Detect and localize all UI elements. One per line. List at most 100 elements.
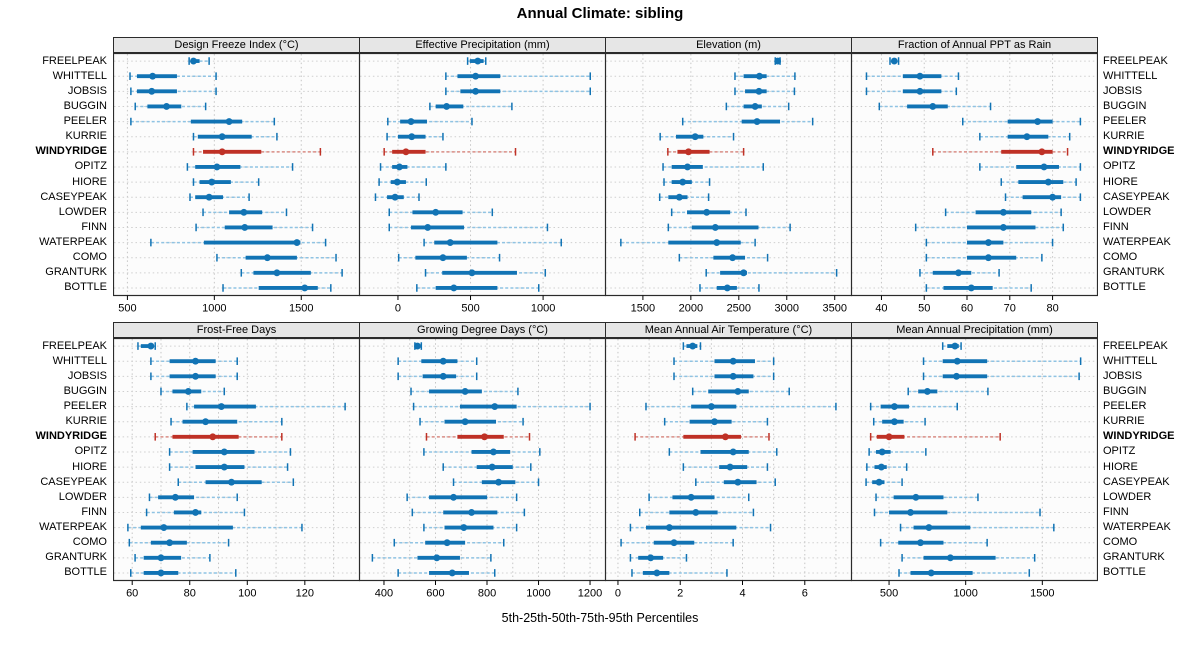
- percentile-row-buggin: [114, 102, 359, 111]
- percentile-row-jobsis: [606, 87, 851, 96]
- median-dot: [711, 224, 719, 231]
- median-dot: [147, 342, 155, 350]
- site-label-right-como: COMO: [1103, 536, 1138, 549]
- percentile-row-caseypeak: [360, 478, 605, 486]
- percentile-row-opitz: [114, 163, 359, 171]
- median-dot: [907, 509, 914, 516]
- median-dot: [450, 284, 458, 292]
- gridlines: [880, 54, 1054, 295]
- median-dot: [999, 208, 1007, 216]
- x-tick-label: 40: [875, 303, 887, 315]
- site-label-right-finn: FINN: [1103, 220, 1129, 233]
- percentile-row-peeler: [360, 117, 605, 126]
- percentile-row-finn: [606, 223, 851, 232]
- percentile-row-hiore: [114, 463, 359, 471]
- median-dot: [951, 342, 959, 350]
- percentile-row-windyridge: [852, 433, 1097, 441]
- percentile-row-hiore: [606, 463, 851, 471]
- site-label-left-freelpeak: FREELPEAK: [42, 54, 107, 67]
- median-dot: [414, 342, 421, 350]
- percentile-row-bottle: [606, 569, 851, 577]
- panel-plot-svg: 60 80 100 120: [113, 338, 360, 600]
- median-dot: [461, 418, 469, 426]
- gridlines: [126, 54, 302, 295]
- x-tick-label: 80: [1046, 303, 1058, 315]
- percentile-row-lowder: [360, 493, 605, 502]
- percentile-row-buggin: [114, 387, 359, 396]
- median-dot: [192, 357, 199, 365]
- site-label-left-granturk: GRANTURK: [45, 551, 107, 564]
- panel-growing-degree-days-c: 400 600 800 1000 1200: [359, 338, 606, 602]
- median-dot: [1044, 178, 1052, 186]
- median-dot: [1040, 163, 1048, 171]
- site-label-left-whittell: WHITTELL: [52, 69, 107, 82]
- median-dot: [220, 448, 228, 456]
- panel-elevation-m: 1500 2000 2500 3000 3500: [605, 53, 852, 317]
- x-tick-label: 1000: [202, 303, 226, 315]
- median-dot: [293, 239, 301, 246]
- site-label-right-buggin: BUGGIN: [1103, 384, 1147, 397]
- median-dot: [729, 448, 737, 456]
- site-label-left-freelpeak: FREELPEAK: [42, 339, 107, 352]
- median-dot: [446, 239, 454, 246]
- median-dot: [171, 493, 179, 501]
- site-label-left-jobsis: JOBSIS: [67, 369, 107, 382]
- median-dot: [157, 569, 165, 577]
- median-dot: [217, 403, 225, 410]
- percentile-row-bottle: [114, 569, 359, 577]
- panel-border: [851, 338, 1098, 582]
- x-tick-label: 500: [880, 588, 898, 600]
- x-tick-label: 2: [677, 588, 683, 600]
- median-dot: [148, 87, 156, 95]
- x-tick-label: 1200: [578, 588, 602, 600]
- x-tick-label: 500: [461, 303, 479, 315]
- median-dot: [228, 478, 235, 486]
- percentile-row-hiore: [360, 178, 605, 186]
- percentile-row-bottle: [360, 569, 605, 577]
- x-tick-label: 60: [126, 588, 138, 600]
- panel-fraction-of-annual-ppt-as-rain: 40 50 60 70 80: [851, 53, 1098, 317]
- median-dot: [393, 178, 401, 186]
- panel-background: [851, 53, 1098, 296]
- median-dot: [740, 269, 748, 277]
- median-dot: [205, 193, 213, 201]
- percentile-row-buggin: [852, 387, 1097, 396]
- median-dot: [753, 118, 761, 125]
- percentile-row-waterpeak: [360, 523, 605, 532]
- percentile-row-freelpeak: [114, 342, 359, 350]
- site-label-left-hiore: HIORE: [72, 460, 107, 473]
- median-dot: [689, 342, 697, 350]
- site-label-right-whittell: WHITTELL: [1103, 69, 1158, 82]
- median-dot: [439, 254, 447, 262]
- panel-background: [113, 53, 360, 296]
- site-label-left-bottle: BOTTLE: [64, 281, 107, 294]
- percentile-row-granturk: [360, 554, 605, 562]
- x-axis: 60 80 100 120: [126, 580, 314, 600]
- percentile-row-lowder: [360, 208, 605, 217]
- percentile-row-windyridge: [360, 148, 605, 156]
- panel-background: [851, 338, 1098, 581]
- median-dot: [263, 254, 271, 262]
- percentile-row-granturk: [852, 554, 1097, 562]
- median-dot: [755, 87, 763, 95]
- median-dot: [751, 103, 759, 110]
- median-dot: [912, 493, 920, 501]
- site-label-left-como: COMO: [72, 536, 107, 549]
- median-dot: [443, 539, 451, 547]
- median-dot: [273, 269, 281, 277]
- percentile-row-opitz: [360, 163, 605, 171]
- median-dot: [490, 448, 497, 456]
- percentile-row-granturk: [852, 269, 1097, 277]
- site-label-right-granturk: GRANTURK: [1103, 266, 1165, 279]
- median-dot: [301, 284, 309, 292]
- site-label-right-kurrie: KURRIE: [1103, 415, 1145, 428]
- percentile-row-whittell: [606, 72, 851, 80]
- median-dot: [675, 193, 683, 201]
- x-tick-label: 120: [296, 588, 314, 600]
- median-dot: [1038, 148, 1046, 156]
- percentile-row-buggin: [360, 387, 605, 396]
- median-dot: [653, 569, 661, 577]
- median-dot: [460, 524, 468, 531]
- site-label-right-opitz: OPITZ: [1103, 445, 1136, 458]
